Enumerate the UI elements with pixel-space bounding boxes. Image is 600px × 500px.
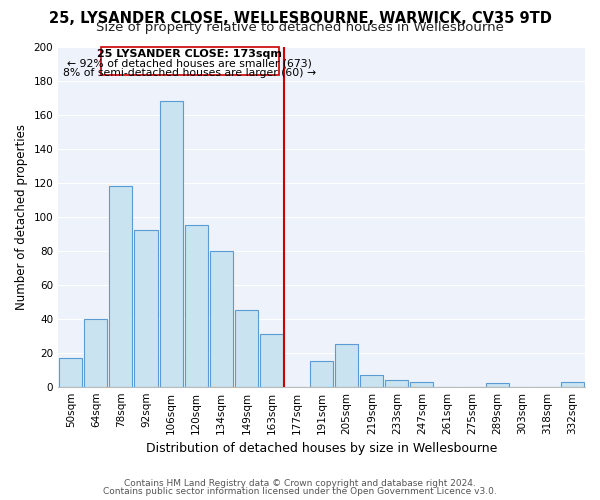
- Bar: [209, 250, 233, 386]
- Y-axis label: Number of detached properties: Number of detached properties: [15, 124, 28, 310]
- Text: 8% of semi-detached houses are larger (60) →: 8% of semi-detached houses are larger (6…: [64, 68, 316, 78]
- Bar: [84, 318, 107, 386]
- Bar: [310, 361, 333, 386]
- Bar: [160, 101, 182, 386]
- Text: ← 92% of detached houses are smaller (673): ← 92% of detached houses are smaller (67…: [67, 58, 313, 68]
- Bar: [109, 186, 133, 386]
- Text: Contains HM Land Registry data © Crown copyright and database right 2024.: Contains HM Land Registry data © Crown c…: [124, 479, 476, 488]
- Bar: [134, 230, 158, 386]
- Bar: [561, 382, 584, 386]
- FancyBboxPatch shape: [101, 46, 279, 76]
- Bar: [260, 334, 283, 386]
- Text: Contains public sector information licensed under the Open Government Licence v3: Contains public sector information licen…: [103, 487, 497, 496]
- Bar: [335, 344, 358, 387]
- Text: Size of property relative to detached houses in Wellesbourne: Size of property relative to detached ho…: [96, 22, 504, 35]
- Bar: [59, 358, 82, 386]
- X-axis label: Distribution of detached houses by size in Wellesbourne: Distribution of detached houses by size …: [146, 442, 497, 455]
- Bar: [360, 375, 383, 386]
- Bar: [235, 310, 258, 386]
- Bar: [410, 382, 433, 386]
- Bar: [385, 380, 409, 386]
- Bar: [485, 384, 509, 386]
- Text: 25 LYSANDER CLOSE: 173sqm: 25 LYSANDER CLOSE: 173sqm: [97, 49, 283, 59]
- Bar: [185, 225, 208, 386]
- Text: 25, LYSANDER CLOSE, WELLESBOURNE, WARWICK, CV35 9TD: 25, LYSANDER CLOSE, WELLESBOURNE, WARWIC…: [49, 11, 551, 26]
